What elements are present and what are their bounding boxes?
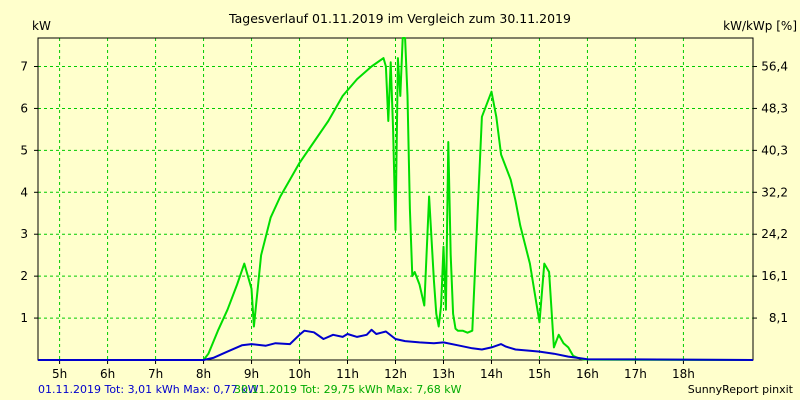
x-tick-label: 10h bbox=[288, 367, 311, 381]
brand-label: SunnyReport pinxit bbox=[688, 383, 794, 396]
x-tick-label: 9h bbox=[244, 367, 259, 381]
x-tick-label: 14h bbox=[480, 367, 503, 381]
x-tick-label: 18h bbox=[672, 367, 695, 381]
y-tick-label-right: 8,1 bbox=[769, 311, 788, 325]
x-tick-label: 15h bbox=[528, 367, 551, 381]
y-tick-label-left: 4 bbox=[20, 185, 28, 199]
axis-ticks: 5h 6h 7h 8h 9h 10h 11h 12h 13h 14h 15h 16h 17h 18h 1 8,… bbox=[20, 60, 788, 381]
x-tick-label: 7h bbox=[148, 367, 163, 381]
x-tick-label: 5h bbox=[52, 367, 67, 381]
legend-entry-01-11-2019: 01.11.2019 Tot: 3,01 kWh Max: 0,77 kW bbox=[38, 383, 259, 396]
y-tick-label-left: 5 bbox=[20, 143, 28, 157]
y-tick-label-left: 2 bbox=[20, 269, 28, 283]
y-tick-label-right: 32,2 bbox=[761, 185, 788, 199]
grid bbox=[38, 38, 753, 360]
x-tick-label: 16h bbox=[576, 367, 599, 381]
chart-title: Tagesverlauf 01.11.2019 im Vergleich zum… bbox=[228, 11, 571, 26]
y-axis-label-right: kW/kWp [%] bbox=[723, 19, 797, 33]
y-axis-label-left: kW bbox=[32, 19, 51, 33]
series-layer bbox=[38, 37, 754, 361]
x-tick-label: 12h bbox=[384, 367, 407, 381]
series-line-30-11-2019 bbox=[38, 37, 754, 361]
y-tick-label-left: 1 bbox=[20, 311, 28, 325]
y-tick-label-right: 48,3 bbox=[761, 101, 788, 115]
x-tick-label: 17h bbox=[624, 367, 647, 381]
y-tick-label-left: 7 bbox=[20, 60, 28, 74]
y-tick-label-right: 56,4 bbox=[761, 60, 788, 74]
legend-entry-30-11-2019: 30.11.2019 Tot: 29,75 kWh Max: 7,68 kW bbox=[234, 383, 462, 396]
series-line-01-11-2019 bbox=[38, 328, 754, 361]
x-tick-label: 11h bbox=[336, 367, 359, 381]
y-tick-label-right: 16,1 bbox=[761, 269, 788, 283]
y-tick-label-right: 24,2 bbox=[761, 227, 788, 241]
y-tick-label-left: 3 bbox=[20, 227, 28, 241]
y-tick-label-left: 6 bbox=[20, 101, 28, 115]
y-tick-label-right: 40,3 bbox=[761, 143, 788, 157]
x-tick-label: 13h bbox=[432, 367, 455, 381]
x-tick-label: 6h bbox=[100, 367, 115, 381]
x-tick-label: 8h bbox=[196, 367, 211, 381]
